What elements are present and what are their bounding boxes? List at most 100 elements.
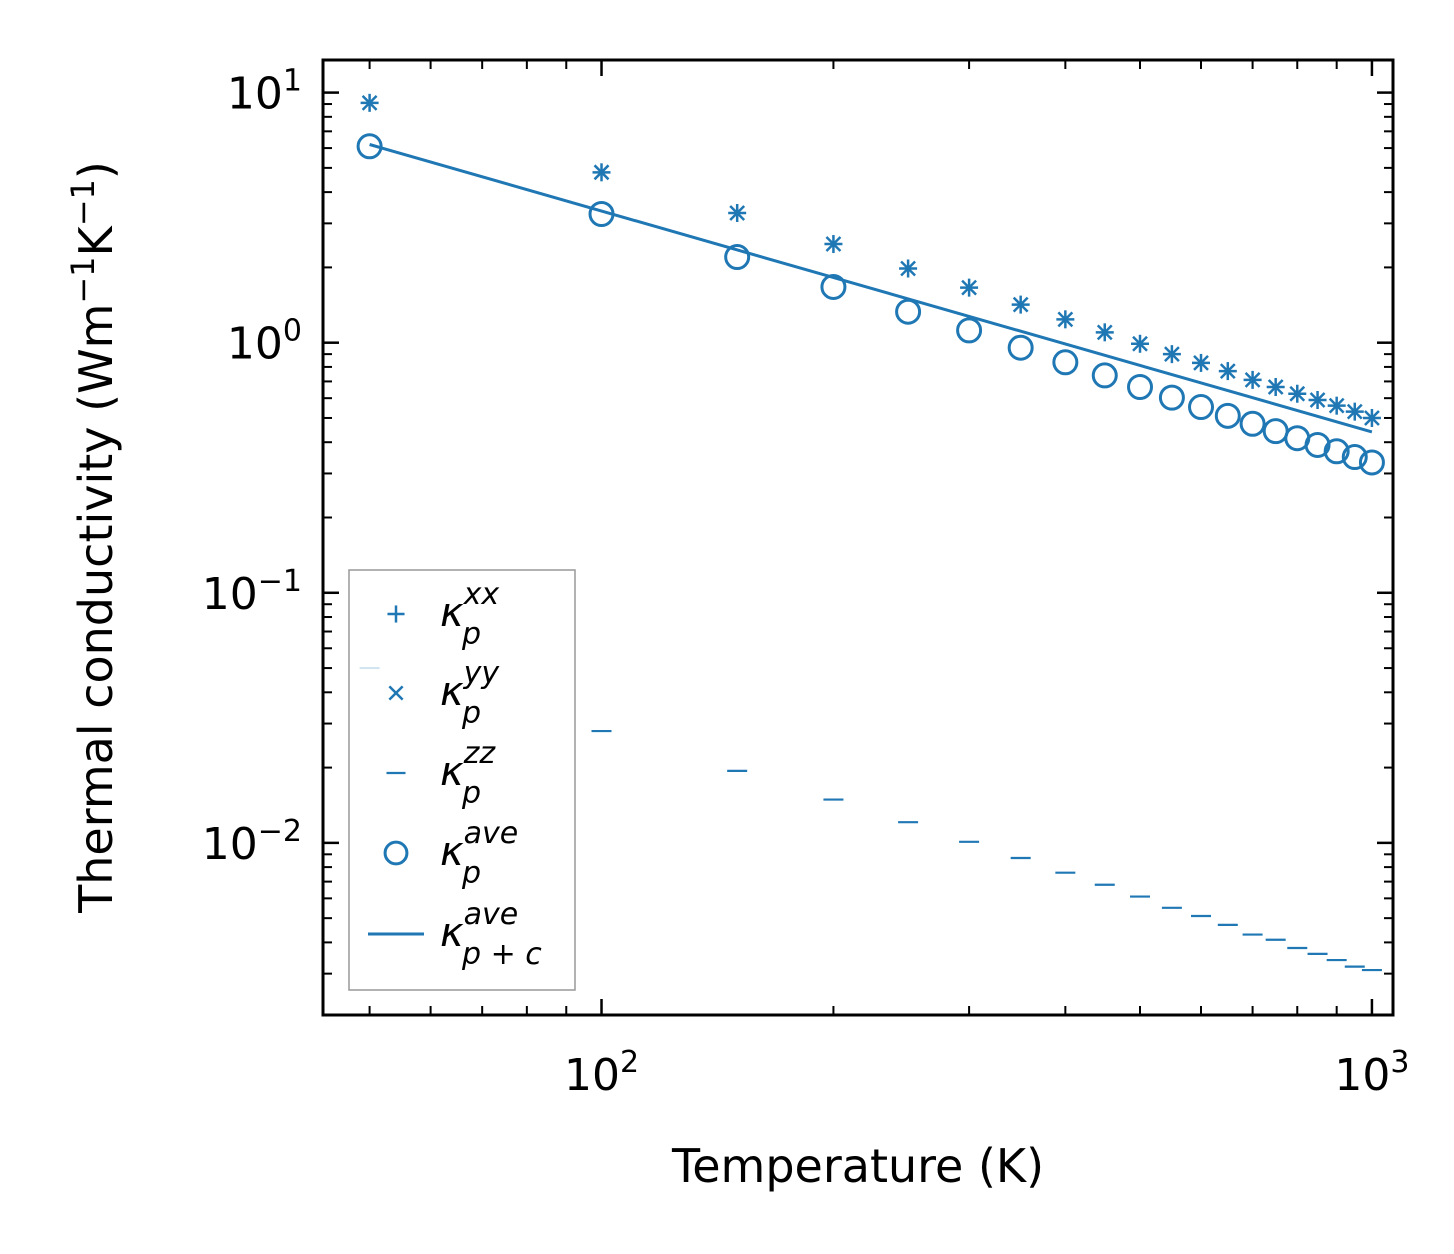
- legend-marker-x-d2: [388, 685, 404, 701]
- data-point-kappa_p^ave: [956, 317, 983, 344]
- legend-label: κave p + c: [440, 897, 542, 972]
- legend-sup: yy: [463, 656, 501, 691]
- x-tick-label-base: 10: [564, 1050, 620, 1101]
- data-point-kappa_p^yy-d2: [1219, 363, 1236, 379]
- y-tick-label-base: 10: [227, 69, 283, 120]
- data-point-kappa_p^yy-d2: [825, 236, 842, 252]
- data-point-kappa_p^yy-d2: [729, 205, 746, 221]
- legend-sup: ave: [464, 897, 519, 932]
- data-point-kappa_p^yy-d2: [961, 279, 977, 296]
- legend-sub: p: [461, 696, 481, 731]
- data-point-kappa_p^ave: [1214, 402, 1241, 429]
- data-point-kappa_p^ave: [1188, 394, 1215, 421]
- data-point-kappa_p^yy-d2: [1328, 397, 1345, 414]
- data-point-kappa_p^yy-d2: [1244, 372, 1261, 388]
- y-tick-label-base: 10: [202, 569, 258, 620]
- x-axis-label: Temperature (K): [671, 1139, 1044, 1193]
- fit-line-kappa_p+c^ave: [369, 143, 1373, 434]
- data-point-kappa_p^yy: [1346, 403, 1363, 420]
- data-point-kappa_p^yy-d2: [1346, 403, 1363, 420]
- legend-marker-plus: [387, 605, 405, 623]
- data-point-kappa_p^yy: [593, 164, 610, 181]
- data-point-kappa_p^yy: [961, 279, 977, 296]
- data-point-kappa_p^yy-d2: [1057, 311, 1074, 328]
- legend-sub: p: [461, 776, 481, 811]
- legend-sub: p: [461, 856, 481, 891]
- data-point-kappa_p^ave: [1341, 444, 1368, 471]
- legend-marker-circle: [383, 840, 409, 866]
- data-point-kappa_p^ave: [588, 201, 615, 228]
- y-tick-label-exp: −1: [258, 564, 302, 599]
- y-tick-label: 10−1: [202, 564, 302, 620]
- data-point-kappa_p^yy: [1328, 397, 1345, 414]
- legend-kappa: κ: [440, 910, 464, 956]
- data-point-kappa_p^yy-d2: [1289, 385, 1306, 402]
- data-point-kappa_p^yy: [1289, 385, 1306, 402]
- data-point-kappa_p^ave: [356, 133, 383, 160]
- legend-sub: p: [461, 617, 481, 652]
- data-point-kappa_p^yy: [1132, 335, 1148, 352]
- data-point-kappa_p^yy-d2: [1267, 379, 1284, 395]
- data-point-kappa_p^yy-d2: [1096, 324, 1113, 341]
- data-point-kappa_p^ave: [1239, 410, 1266, 437]
- data-point-kappa_p^yy-d2: [900, 260, 916, 277]
- y-axis-label-main: Thermal conductivity (Wm: [69, 304, 123, 914]
- fit-lines: [369, 143, 1373, 434]
- data-point-kappa_p^ave: [1323, 438, 1350, 465]
- data-point-kappa_p^ave: [820, 273, 847, 300]
- data-point-kappa_p^yy: [1057, 311, 1074, 328]
- legend-label: κyy p: [440, 656, 500, 731]
- y-tick-label-exp: 0: [283, 314, 302, 349]
- x-tick-label: 102: [564, 1045, 639, 1101]
- y-tick-label-base: 10: [227, 319, 283, 370]
- legend-sup: zz: [463, 736, 497, 771]
- data-point-kappa_p^yy-d2: [593, 164, 610, 181]
- legend-kappa: κ: [440, 669, 464, 715]
- data-point-kappa_p^ave: [1127, 373, 1154, 400]
- legend-label: κzz p: [440, 736, 496, 811]
- data-point-kappa_p^ave: [1007, 334, 1034, 361]
- data-point-kappa_p^yy: [1096, 324, 1113, 341]
- data-point-kappa_p^ave: [1158, 384, 1185, 411]
- data-point-kappa_p^yy-d2: [1012, 296, 1029, 313]
- y-tick-label: 10−2: [202, 814, 302, 870]
- data-point-kappa_p^yy: [1267, 379, 1284, 395]
- data-point-kappa_p^ave: [1091, 362, 1118, 389]
- y-tick-label-exp: 1: [283, 64, 302, 99]
- x-tick-label-exp: 2: [620, 1045, 639, 1080]
- data-point-kappa_p^ave: [895, 298, 922, 325]
- data-point-kappa_p^yy-d2: [1164, 346, 1180, 363]
- data-point-kappa_p^ave: [1358, 449, 1385, 476]
- data-point-kappa_p^ave: [724, 244, 751, 271]
- data-point-kappa_p^yy-d2: [1193, 355, 1209, 371]
- y-axis-label-sup1: −1: [64, 256, 102, 303]
- plot-frame: [321, 58, 1395, 1017]
- y-tick-label: 100: [227, 314, 302, 370]
- data-point-kappa_p^ave: [1052, 349, 1079, 376]
- data-point-kappa_p^yy-d2: [1309, 392, 1326, 408]
- legend-label: κxx p: [440, 577, 499, 652]
- data-point-kappa_p^yy: [1164, 346, 1180, 363]
- major-ticks: [323, 60, 1393, 1015]
- y-axis-label: Thermal conductivity (Wm−1K−1): [64, 161, 123, 914]
- legend-marker-x: [388, 685, 404, 701]
- data-point-kappa_p^yy: [1219, 363, 1236, 379]
- data-point-kappa_p^yy: [825, 236, 842, 252]
- legend-kappa: κ: [440, 829, 464, 875]
- data-point-kappa_p^yy: [1244, 372, 1261, 388]
- data-point-kappa_p^yy-d2: [1364, 410, 1380, 426]
- legend-sup: xx: [463, 577, 500, 612]
- data-point-kappa_p^yy: [900, 260, 916, 277]
- y-axis-label-sup2: −1: [64, 179, 102, 226]
- y-tick-label-base: 10: [202, 819, 258, 870]
- x-tick-label-base: 10: [1334, 1050, 1390, 1101]
- legend-label: κave p: [440, 816, 518, 891]
- y-tick-label-exp: −2: [258, 814, 302, 849]
- data-point-kappa_p^yy: [1012, 296, 1029, 313]
- data-point-kappa_p^yy: [1309, 392, 1326, 408]
- data-markers: [356, 93, 1385, 972]
